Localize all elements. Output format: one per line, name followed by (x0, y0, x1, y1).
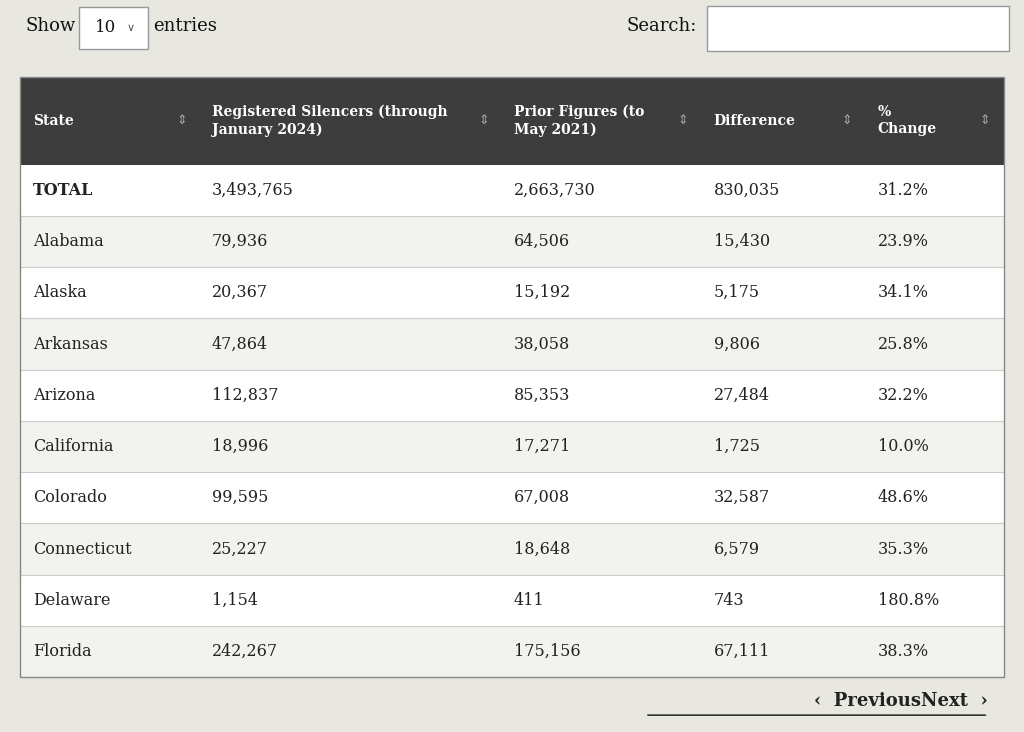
Text: State: State (33, 113, 74, 128)
Text: ⇕: ⇕ (478, 114, 488, 127)
Text: 18,996: 18,996 (212, 438, 268, 455)
Text: 38,058: 38,058 (514, 335, 570, 353)
Text: ⇕: ⇕ (842, 114, 852, 127)
Text: 18,648: 18,648 (514, 540, 570, 558)
Text: 15,430: 15,430 (714, 233, 770, 250)
Text: 34.1%: 34.1% (878, 284, 929, 302)
Text: 10: 10 (95, 19, 117, 37)
Text: 25,227: 25,227 (212, 540, 268, 558)
Text: 10.0%: 10.0% (878, 438, 929, 455)
Text: Arizona: Arizona (33, 386, 95, 404)
FancyBboxPatch shape (20, 370, 1004, 421)
Text: 32.2%: 32.2% (878, 386, 929, 404)
Text: Alaska: Alaska (33, 284, 86, 302)
Text: 9,806: 9,806 (714, 335, 760, 353)
Text: 85,353: 85,353 (514, 386, 570, 404)
Text: 64,506: 64,506 (514, 233, 570, 250)
Text: ⇕: ⇕ (980, 114, 990, 127)
FancyBboxPatch shape (20, 77, 1004, 165)
Text: ⇕: ⇕ (176, 114, 186, 127)
FancyBboxPatch shape (20, 523, 1004, 575)
FancyBboxPatch shape (20, 626, 1004, 677)
Text: 67,008: 67,008 (514, 489, 570, 507)
Text: 180.8%: 180.8% (878, 591, 939, 609)
Text: 830,035: 830,035 (714, 182, 780, 199)
Text: ∨: ∨ (127, 23, 135, 33)
Text: 411: 411 (514, 591, 545, 609)
Text: 5,175: 5,175 (714, 284, 760, 302)
Text: 25.8%: 25.8% (878, 335, 929, 353)
FancyBboxPatch shape (20, 267, 1004, 318)
Text: 32,587: 32,587 (714, 489, 770, 507)
Text: Prior Figures (to
May 2021): Prior Figures (to May 2021) (514, 105, 644, 137)
Text: 31.2%: 31.2% (878, 182, 929, 199)
Text: Alabama: Alabama (33, 233, 103, 250)
Text: 2,663,730: 2,663,730 (514, 182, 596, 199)
Text: Florida: Florida (33, 643, 91, 660)
Text: 48.6%: 48.6% (878, 489, 929, 507)
Text: 35.3%: 35.3% (878, 540, 929, 558)
Text: 743: 743 (714, 591, 744, 609)
FancyBboxPatch shape (79, 7, 148, 49)
Text: 17,271: 17,271 (514, 438, 570, 455)
FancyBboxPatch shape (20, 216, 1004, 267)
Text: Search:: Search: (627, 17, 697, 34)
Text: Registered Silencers (through
January 2024): Registered Silencers (through January 20… (212, 105, 447, 137)
Text: 47,864: 47,864 (212, 335, 268, 353)
Text: TOTAL: TOTAL (33, 182, 93, 199)
FancyBboxPatch shape (20, 421, 1004, 472)
Text: 112,837: 112,837 (212, 386, 279, 404)
Text: 6,579: 6,579 (714, 540, 760, 558)
Text: 3,493,765: 3,493,765 (212, 182, 294, 199)
Text: Arkansas: Arkansas (33, 335, 108, 353)
Text: 242,267: 242,267 (212, 643, 279, 660)
Text: 20,367: 20,367 (212, 284, 268, 302)
Text: 15,192: 15,192 (514, 284, 570, 302)
Text: entries: entries (154, 17, 217, 34)
Text: ⇕: ⇕ (678, 114, 688, 127)
Text: California: California (33, 438, 114, 455)
Text: 175,156: 175,156 (514, 643, 581, 660)
Text: 67,111: 67,111 (714, 643, 770, 660)
Text: ‹  PreviousNext  ›: ‹ PreviousNext › (814, 692, 988, 710)
FancyBboxPatch shape (20, 318, 1004, 370)
Text: Colorado: Colorado (33, 489, 106, 507)
Text: 23.9%: 23.9% (878, 233, 929, 250)
Text: Show: Show (26, 17, 76, 34)
FancyBboxPatch shape (20, 575, 1004, 626)
FancyBboxPatch shape (20, 165, 1004, 216)
Text: 27,484: 27,484 (714, 386, 770, 404)
Text: %
Change: % Change (878, 105, 937, 136)
Text: 1,154: 1,154 (212, 591, 258, 609)
FancyBboxPatch shape (707, 6, 1009, 51)
Text: 99,595: 99,595 (212, 489, 268, 507)
Text: Difference: Difference (714, 113, 796, 128)
Text: 38.3%: 38.3% (878, 643, 929, 660)
Text: Delaware: Delaware (33, 591, 111, 609)
Text: 1,725: 1,725 (714, 438, 760, 455)
Text: Connecticut: Connecticut (33, 540, 131, 558)
FancyBboxPatch shape (20, 472, 1004, 523)
Text: 79,936: 79,936 (212, 233, 268, 250)
